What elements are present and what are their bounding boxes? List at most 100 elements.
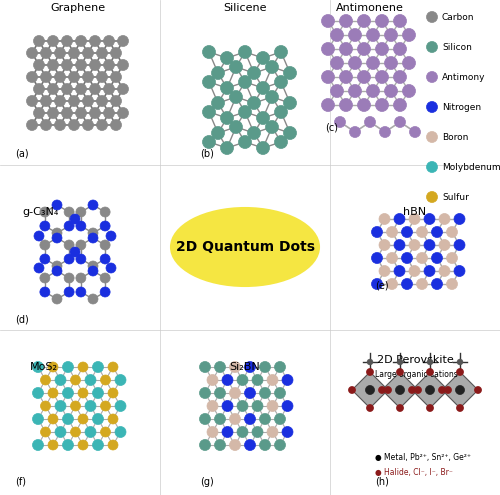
- Circle shape: [68, 71, 80, 83]
- Text: hBN: hBN: [404, 207, 426, 217]
- Circle shape: [396, 404, 404, 411]
- Circle shape: [256, 111, 270, 125]
- Circle shape: [88, 200, 98, 210]
- Circle shape: [350, 127, 360, 138]
- Circle shape: [372, 227, 382, 238]
- Circle shape: [55, 400, 66, 411]
- Circle shape: [394, 99, 406, 111]
- Circle shape: [76, 59, 86, 70]
- Circle shape: [237, 427, 248, 438]
- Circle shape: [52, 294, 62, 304]
- Circle shape: [322, 14, 334, 28]
- Circle shape: [200, 440, 210, 450]
- Circle shape: [384, 387, 392, 394]
- Circle shape: [48, 388, 58, 398]
- Circle shape: [394, 43, 406, 55]
- Circle shape: [62, 36, 72, 47]
- Circle shape: [237, 400, 248, 411]
- Circle shape: [78, 388, 88, 398]
- Circle shape: [394, 116, 406, 128]
- Circle shape: [366, 386, 374, 395]
- Circle shape: [248, 66, 260, 80]
- Text: Large organic cations: Large organic cations: [375, 370, 458, 379]
- Circle shape: [439, 213, 450, 225]
- Circle shape: [100, 221, 110, 231]
- Circle shape: [212, 66, 224, 80]
- Circle shape: [426, 42, 438, 52]
- Circle shape: [52, 228, 62, 238]
- Circle shape: [70, 401, 81, 411]
- Circle shape: [376, 70, 388, 84]
- Circle shape: [115, 375, 126, 386]
- Circle shape: [34, 59, 44, 70]
- Circle shape: [394, 240, 405, 250]
- Circle shape: [402, 56, 415, 69]
- Circle shape: [424, 265, 435, 277]
- Circle shape: [70, 214, 80, 224]
- Circle shape: [274, 136, 287, 148]
- Text: 2D Quantum Dots: 2D Quantum Dots: [176, 240, 314, 254]
- Circle shape: [78, 414, 88, 424]
- Text: (h): (h): [375, 477, 389, 487]
- Circle shape: [88, 294, 98, 304]
- Circle shape: [100, 375, 110, 385]
- Circle shape: [104, 59, 115, 70]
- Circle shape: [64, 240, 74, 250]
- Circle shape: [424, 240, 435, 250]
- Circle shape: [100, 240, 110, 250]
- Circle shape: [386, 227, 398, 238]
- Circle shape: [366, 404, 374, 411]
- Circle shape: [90, 84, 101, 95]
- Circle shape: [274, 361, 285, 373]
- Text: Graphene: Graphene: [50, 3, 106, 13]
- Circle shape: [372, 279, 382, 290]
- Circle shape: [62, 440, 74, 450]
- Circle shape: [40, 401, 50, 411]
- Circle shape: [70, 247, 80, 257]
- Circle shape: [237, 375, 248, 386]
- Circle shape: [456, 368, 464, 376]
- Circle shape: [384, 29, 398, 42]
- Circle shape: [207, 400, 218, 411]
- Circle shape: [32, 361, 44, 373]
- Circle shape: [230, 91, 242, 103]
- Circle shape: [70, 427, 81, 437]
- Circle shape: [108, 440, 118, 450]
- Circle shape: [108, 414, 118, 424]
- Circle shape: [108, 388, 118, 398]
- Circle shape: [456, 404, 464, 411]
- Circle shape: [282, 427, 293, 438]
- Circle shape: [230, 60, 242, 73]
- Circle shape: [260, 440, 270, 450]
- Circle shape: [106, 263, 116, 273]
- Circle shape: [416, 227, 428, 238]
- Circle shape: [380, 127, 390, 138]
- Text: MoS₂: MoS₂: [30, 362, 58, 372]
- Circle shape: [340, 99, 352, 111]
- Circle shape: [396, 368, 404, 376]
- Text: (c): (c): [325, 123, 338, 133]
- Circle shape: [82, 119, 94, 131]
- Circle shape: [414, 387, 422, 394]
- Circle shape: [379, 213, 390, 225]
- Circle shape: [274, 440, 285, 450]
- Circle shape: [454, 265, 465, 277]
- Circle shape: [386, 252, 398, 263]
- Circle shape: [202, 46, 215, 58]
- Circle shape: [104, 84, 115, 95]
- Circle shape: [214, 361, 226, 373]
- Circle shape: [96, 71, 108, 83]
- Text: (g): (g): [200, 477, 214, 487]
- Circle shape: [207, 375, 218, 386]
- Circle shape: [256, 82, 270, 95]
- Circle shape: [267, 400, 278, 411]
- Text: (a): (a): [15, 148, 28, 158]
- Circle shape: [214, 440, 226, 450]
- Circle shape: [62, 59, 72, 70]
- Circle shape: [110, 48, 122, 58]
- Circle shape: [64, 207, 74, 217]
- Circle shape: [439, 265, 450, 277]
- Circle shape: [248, 127, 260, 140]
- Circle shape: [252, 427, 263, 438]
- Circle shape: [76, 221, 86, 231]
